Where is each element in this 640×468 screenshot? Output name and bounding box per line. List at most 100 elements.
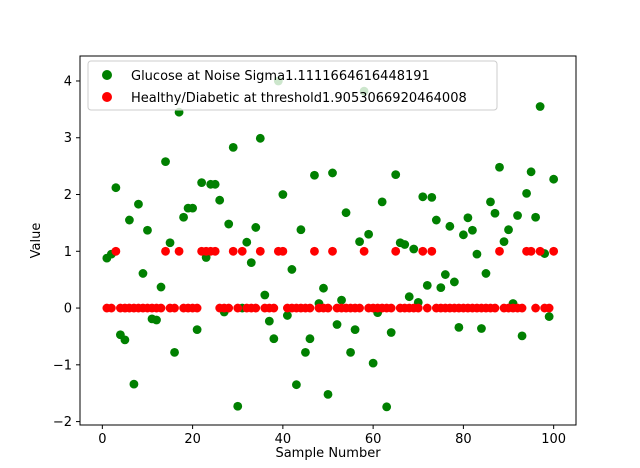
data-point-series-1 [549, 246, 559, 256]
data-point-series-1 [233, 303, 243, 313]
data-point-series-0 [260, 290, 270, 300]
data-point-series-0 [188, 203, 198, 213]
data-point-series-0 [364, 229, 374, 239]
x-tick-label: 80 [455, 432, 472, 447]
data-point-series-0 [170, 347, 179, 357]
legend-label-healthy-diabetic: Healthy/Diabetic at threshold1.905306692… [131, 91, 467, 106]
legend-marker-glucose [102, 70, 112, 80]
data-point-series-0 [418, 192, 428, 202]
data-point-series-0 [138, 269, 148, 278]
data-point-series-0 [499, 237, 509, 247]
data-point-series-0 [391, 170, 401, 180]
data-point-series-0 [404, 292, 414, 302]
data-point-series-0 [346, 347, 355, 357]
legend: Glucose at Noise Sigma1.1111664616448191… [87, 60, 498, 111]
y-tick-label: 3 [64, 131, 72, 146]
data-point-series-0 [513, 211, 522, 220]
data-point-series-0 [197, 178, 207, 188]
data-point-series-0 [269, 334, 279, 344]
data-point-series-0 [165, 238, 175, 248]
data-point-series-0 [201, 253, 211, 262]
data-point-series-1 [531, 303, 541, 313]
data-point-series-0 [526, 167, 536, 177]
y-tick-label: −2 [53, 415, 72, 430]
data-point-series-0 [449, 277, 459, 287]
data-point-series-1 [161, 246, 170, 256]
data-point-series-0 [134, 199, 143, 209]
data-point-series-0 [228, 143, 238, 152]
data-point-series-0 [400, 240, 410, 249]
data-point-series-0 [382, 402, 392, 412]
data-point-series-0 [332, 320, 342, 329]
data-point-series-0 [531, 212, 541, 222]
data-point-series-1 [526, 246, 536, 256]
data-point-series-1 [255, 246, 265, 256]
data-point-series-0 [368, 358, 378, 368]
data-point-series-0 [459, 230, 468, 240]
data-point-series-0 [125, 215, 134, 225]
data-point-series-0 [504, 225, 513, 235]
data-point-series-0 [427, 192, 437, 202]
data-point-series-0 [328, 168, 337, 178]
y-tick-label: −1 [53, 358, 72, 373]
data-point-series-0 [292, 380, 301, 390]
x-tick-label: 60 [365, 432, 382, 447]
data-point-series-1 [305, 303, 315, 313]
data-point-series-0 [161, 157, 170, 166]
legend-box [87, 60, 498, 111]
data-point-series-1 [359, 246, 369, 256]
legend-label-glucose: Glucose at Noise Sigma1.1111664616448191 [131, 69, 430, 84]
data-point-series-0 [143, 225, 152, 235]
data-point-series-1 [170, 303, 179, 313]
data-point-series-0 [341, 208, 351, 218]
data-point-series-1 [269, 303, 279, 313]
x-tick-label: 20 [184, 432, 201, 447]
data-point-series-0 [386, 328, 396, 337]
data-point-series-1 [210, 246, 220, 256]
y-tick-label: 2 [64, 188, 72, 203]
data-point-series-0 [409, 244, 419, 254]
data-point-series-0 [192, 325, 202, 335]
data-point-series-0 [517, 331, 527, 341]
data-point-series-0 [535, 102, 545, 111]
data-point-series-0 [495, 162, 504, 172]
data-point-series-1 [251, 303, 261, 313]
data-point-series-0 [377, 197, 387, 207]
data-point-series-0 [296, 225, 306, 235]
data-point-series-0 [319, 283, 328, 293]
data-point-series-0 [477, 324, 486, 333]
data-point-series-0 [440, 270, 450, 279]
data-point-series-1 [355, 303, 364, 313]
data-point-series-0 [337, 295, 346, 305]
data-point-series-1 [495, 246, 504, 256]
data-point-series-0 [436, 283, 446, 293]
data-point-series-1 [490, 303, 500, 313]
data-point-series-1 [228, 246, 238, 256]
data-point-series-0 [287, 265, 297, 274]
data-point-series-1 [386, 303, 396, 313]
data-point-series-1 [111, 246, 121, 256]
data-point-series-0 [111, 183, 121, 193]
data-point-series-1 [156, 303, 166, 313]
data-point-series-0 [156, 282, 166, 292]
data-point-series-0 [481, 269, 491, 278]
data-point-series-1 [106, 303, 116, 313]
data-point-series-0 [323, 389, 333, 399]
data-point-series-1 [237, 246, 247, 256]
data-point-series-0 [468, 225, 477, 235]
data-point-series-0 [305, 334, 315, 344]
data-point-series-0 [224, 219, 234, 229]
data-point-series-0 [246, 258, 256, 268]
data-point-series-0 [179, 212, 188, 222]
data-point-series-0 [472, 249, 482, 259]
data-point-series-0 [251, 223, 261, 232]
data-point-series-0 [215, 195, 225, 205]
data-point-series-1 [323, 303, 333, 313]
y-axis-ticks: −2 −1 0 1 2 3 4 [53, 74, 80, 430]
data-point-series-0 [301, 347, 310, 357]
data-point-series-1 [422, 303, 432, 313]
data-point-series-1 [544, 303, 554, 313]
data-point-series-0 [544, 312, 554, 321]
data-point-series-0 [445, 221, 455, 231]
data-point-series-1 [517, 303, 527, 313]
